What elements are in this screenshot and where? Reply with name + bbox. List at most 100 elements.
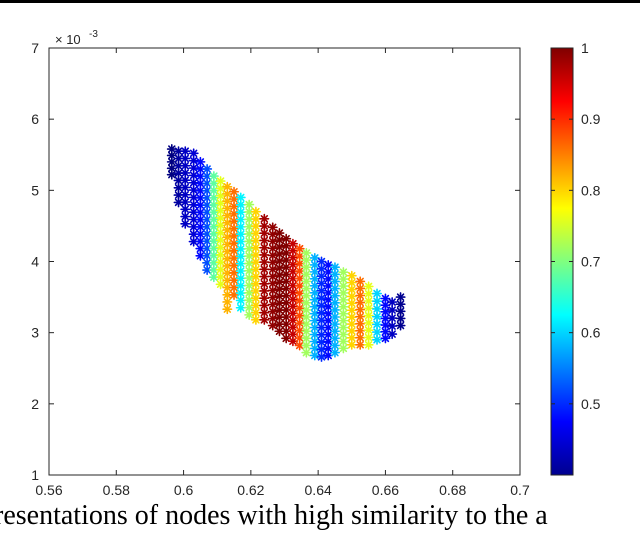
- scatter-point: [215, 279, 226, 290]
- scatter-point: [395, 313, 406, 324]
- scatter-point: [387, 329, 398, 340]
- scatter-point: [180, 211, 191, 222]
- scatter-point: [301, 247, 312, 258]
- scatter-point: [294, 318, 305, 329]
- scatter-point: [387, 321, 398, 332]
- scatter-point: [346, 325, 357, 336]
- scatter-point: [309, 350, 320, 361]
- scatter-point: [363, 339, 374, 350]
- y-tick-label: 6: [31, 111, 39, 127]
- scatter-point: [267, 292, 278, 303]
- caption-text: resentations of nodes with high similari…: [0, 500, 548, 531]
- scatter-point: [215, 220, 226, 231]
- x-tick-label: 0.66: [372, 482, 399, 498]
- colorbar-ticks: 0.5 0.6 0.7 0.8 0.9 1: [551, 40, 601, 412]
- scatter-point: [222, 188, 233, 199]
- scatter-point: [166, 169, 177, 180]
- y-tick-label: 7: [31, 40, 39, 56]
- x-tick-label: 0.68: [439, 482, 466, 498]
- y-tick-label: 5: [31, 182, 39, 198]
- scatter-point: [329, 283, 340, 294]
- scatter-point: [372, 319, 383, 330]
- scatter-point: [301, 269, 312, 280]
- scatter-point: [387, 313, 398, 324]
- scatter-point: [363, 332, 374, 343]
- y-exponent-base: × 10: [55, 32, 81, 47]
- scatter-point: [323, 294, 334, 305]
- scatter-point: [274, 326, 285, 337]
- scatter-point: [346, 291, 357, 302]
- scatter-point: [323, 308, 334, 319]
- scatter-point: [180, 160, 191, 171]
- scatter-point: [355, 339, 366, 350]
- y-tick-label: 2: [31, 396, 39, 412]
- scatter-point: [329, 290, 340, 301]
- scatter-point: [208, 221, 219, 232]
- y-tick-label: 3: [31, 325, 39, 341]
- scatter-point: [323, 336, 334, 347]
- scatter-point: [338, 281, 349, 292]
- x-tick-label: 0.58: [103, 482, 130, 498]
- scatter-point: [355, 325, 366, 336]
- x-axis-ticks: 0.56 0.58 0.6 0.62 0.64 0.66 0.68 0.7: [35, 48, 530, 498]
- scatter-point: [259, 271, 270, 282]
- scatter-point: [387, 305, 398, 316]
- scatter-point: [329, 312, 340, 323]
- scatter-point: [380, 300, 391, 311]
- scatter-point: [309, 252, 320, 263]
- scatter-point: [208, 171, 219, 182]
- scatter-point: [244, 280, 255, 291]
- scatter-point: [235, 192, 246, 203]
- scatter-point: [215, 242, 226, 253]
- scatter-point: [281, 276, 292, 287]
- scatter-point: [208, 272, 219, 283]
- scatter-point: [301, 255, 312, 266]
- colorbar-tick-label: 1: [581, 40, 589, 56]
- scatter-point: [267, 320, 278, 331]
- scatter-point: [180, 218, 191, 229]
- scatter-point: [250, 213, 261, 224]
- scatter-point: [250, 242, 261, 253]
- scatter-point: [188, 170, 199, 181]
- scatter-point: [287, 294, 298, 305]
- scatter-point: [329, 340, 340, 351]
- scatter-point: [372, 288, 383, 299]
- scatter-point: [259, 314, 270, 325]
- scatter-point: [355, 311, 366, 322]
- scatter-point: [329, 347, 340, 358]
- scatter-chart: 0.56 0.58 0.6 0.62 0.64 0.66 0.68 0.7 1 2 3 4 5 6 7 ×…: [31, 29, 601, 498]
- x-tick-label: 0.6: [174, 482, 194, 498]
- scatter-point: [274, 235, 285, 246]
- scatter-point: [309, 259, 320, 270]
- scatter-point: [222, 239, 233, 250]
- scatter-point: [355, 290, 366, 301]
- top-border-line: [0, 0, 640, 3]
- scatter-point: [395, 306, 406, 317]
- colorbar-tick-label: 0.8: [581, 182, 601, 198]
- scatter-point: [267, 299, 278, 310]
- colorbar-tick-label: 0.6: [581, 325, 601, 341]
- scatter-point: [215, 264, 226, 275]
- scatter-point: [267, 264, 278, 275]
- x-tick-label: 0.62: [237, 482, 264, 498]
- x-tick-label: 0.7: [510, 482, 530, 498]
- scatter-point: [287, 315, 298, 326]
- scatter-point: [363, 281, 374, 292]
- scatter-point: [222, 304, 233, 315]
- scatter-point: [380, 306, 391, 317]
- scatter-point: [281, 233, 292, 244]
- scatter-point: [372, 296, 383, 307]
- colorbar-tick-label: 0.9: [581, 111, 601, 127]
- scatter-point: [338, 329, 349, 340]
- scatter-point: [281, 269, 292, 280]
- colorbar-tick-label: 0.7: [581, 254, 601, 270]
- scatter-point: [250, 271, 261, 282]
- scatter-point: [229, 186, 240, 197]
- scatter-point: [235, 229, 246, 240]
- y-tick-label: 1: [31, 467, 39, 483]
- scatter-point: [316, 351, 327, 362]
- scatter-point: [267, 229, 278, 240]
- scatter-point: [180, 182, 191, 193]
- scatter-point: [372, 327, 383, 338]
- scatter-point: [301, 319, 312, 330]
